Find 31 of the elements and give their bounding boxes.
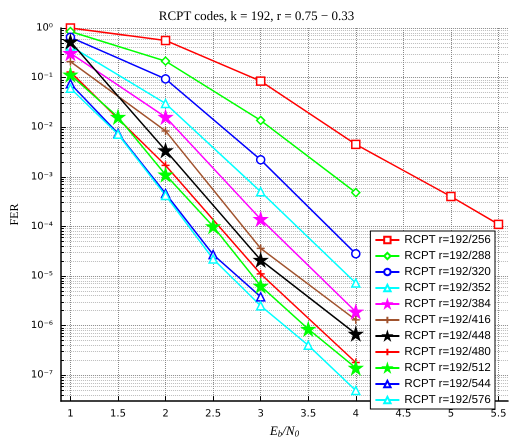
legend-label: RCPT r=192/416: [404, 314, 491, 326]
x-tick-label: 1: [67, 408, 74, 420]
x-tick-label: 2.5: [205, 408, 222, 420]
y-tick-label: 10⁻⁶: [30, 320, 53, 332]
y-tick-label: 10⁻²: [30, 122, 53, 133]
x-tick-label: 3.5: [300, 408, 316, 420]
legend-label: RCPT r=192/384: [404, 298, 492, 310]
y-axis-title: FER: [7, 204, 21, 226]
y-tick-label: 10⁻⁴: [30, 220, 53, 232]
chart-title: RCPT codes, k = 192, r = 0.75 − 0.33: [158, 8, 354, 23]
legend-label: RCPT r=192/576: [404, 394, 491, 406]
x-tick-label: 4: [352, 408, 359, 420]
x-tick-label: 5.5: [490, 408, 506, 420]
y-tick-label: 10⁻⁷: [30, 370, 53, 381]
y-tick-label: 10⁰: [36, 22, 53, 34]
legend-label: RCPT r=192/352: [404, 282, 491, 294]
x-tick-label: 5: [448, 408, 454, 420]
legend-label: RCPT r=192/320: [404, 266, 491, 278]
legend-label: RCPT r=192/512: [404, 362, 491, 374]
x-tick-label: 2: [162, 408, 169, 420]
legend-label: RCPT r=192/544: [404, 378, 492, 390]
x-tick-label: 3: [257, 408, 264, 420]
y-tick-label: 10⁻¹: [30, 72, 53, 84]
x-tick-label: 1.5: [110, 408, 126, 420]
x-tick-label: 4.5: [395, 408, 412, 420]
y-tick-label: 10⁻³: [30, 171, 53, 182]
legend-label: RCPT r=192/256: [404, 234, 491, 246]
legend-label: RCPT r=192/480: [404, 346, 491, 358]
y-tick-label: 10⁻⁵: [30, 270, 53, 282]
legend-label: RCPT r=192/288: [404, 250, 491, 262]
legend-label: RCPT r=192/448: [404, 330, 491, 342]
